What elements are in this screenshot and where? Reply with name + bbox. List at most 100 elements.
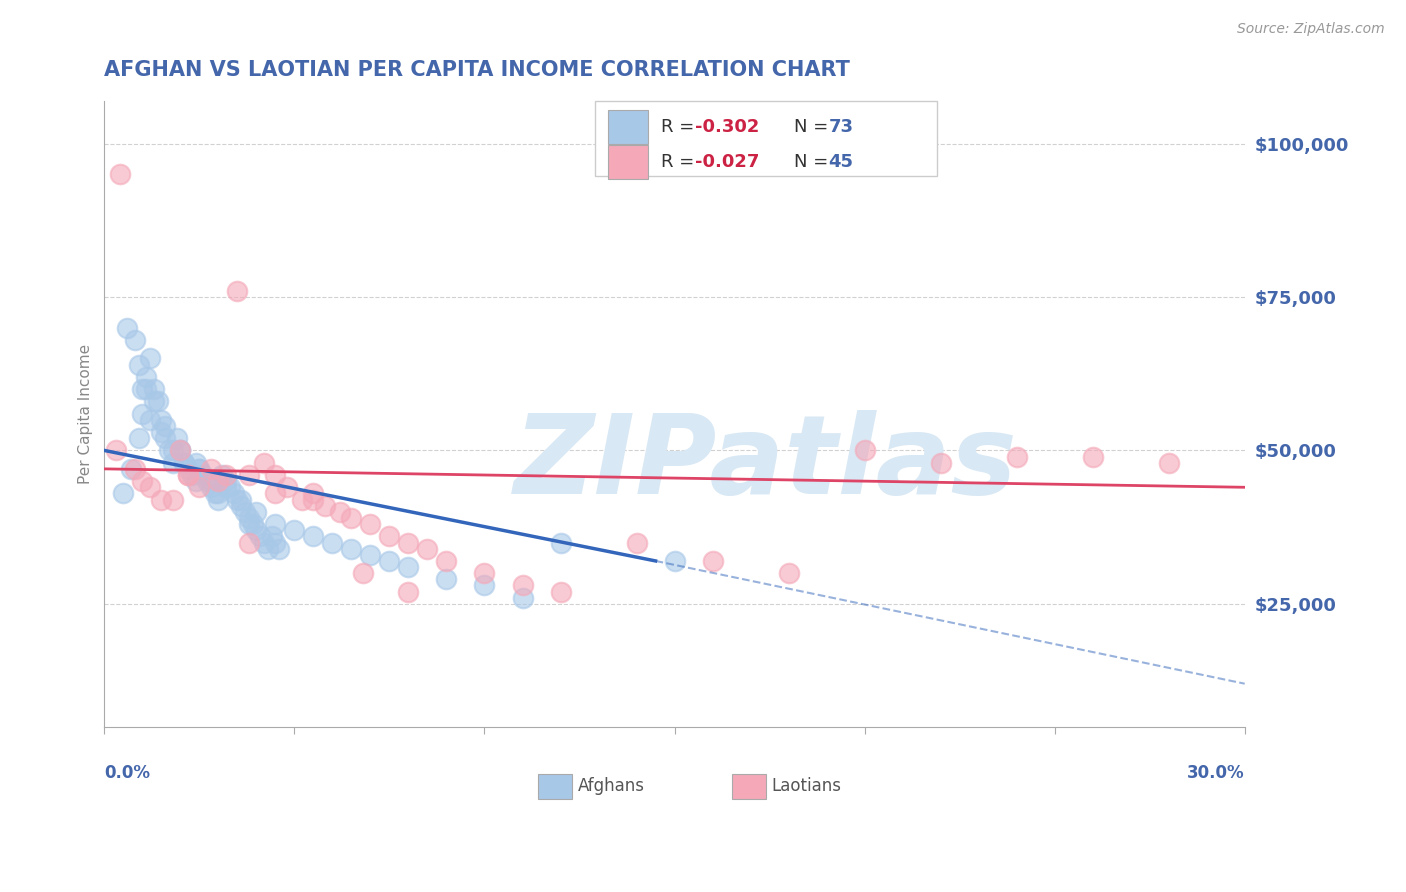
Point — [131, 382, 153, 396]
Text: -0.027: -0.027 — [695, 153, 759, 171]
Point — [550, 535, 572, 549]
Point — [853, 443, 876, 458]
Point — [253, 456, 276, 470]
Point — [135, 382, 157, 396]
Text: ZIPatlas: ZIPatlas — [515, 410, 1018, 517]
Point — [207, 486, 229, 500]
Point — [120, 462, 142, 476]
Point — [112, 486, 135, 500]
Point — [359, 517, 381, 532]
Point — [162, 456, 184, 470]
Point — [215, 474, 238, 488]
Point — [146, 394, 169, 409]
Point — [177, 468, 200, 483]
Point — [226, 492, 249, 507]
Text: N =: N = — [794, 118, 834, 136]
FancyBboxPatch shape — [537, 773, 572, 798]
Point — [177, 462, 200, 476]
Point — [215, 480, 238, 494]
Point — [474, 566, 496, 581]
Point — [139, 351, 162, 366]
Point — [238, 468, 260, 483]
Point — [184, 456, 207, 470]
Point — [169, 443, 191, 458]
Point — [245, 523, 267, 537]
Point — [173, 456, 195, 470]
Point — [778, 566, 800, 581]
Y-axis label: Per Capita Income: Per Capita Income — [79, 343, 93, 483]
Point — [226, 284, 249, 298]
Point — [264, 486, 287, 500]
Point — [253, 535, 276, 549]
Point — [200, 462, 222, 476]
Point — [188, 462, 211, 476]
Point — [162, 443, 184, 458]
Point — [664, 554, 686, 568]
Point — [104, 443, 127, 458]
Point — [245, 505, 267, 519]
Point — [207, 492, 229, 507]
Point — [124, 462, 146, 476]
Point — [291, 492, 314, 507]
Point — [153, 418, 176, 433]
Text: R =: R = — [661, 153, 700, 171]
Point — [1005, 450, 1028, 464]
Point — [184, 474, 207, 488]
Point — [222, 486, 245, 500]
Point — [153, 431, 176, 445]
Point — [157, 443, 180, 458]
Point — [1081, 450, 1104, 464]
FancyBboxPatch shape — [609, 145, 648, 179]
Point — [626, 535, 648, 549]
Point — [352, 566, 374, 581]
Point — [211, 468, 233, 483]
Point — [1157, 456, 1180, 470]
Point — [188, 462, 211, 476]
Point — [550, 584, 572, 599]
Point — [264, 517, 287, 532]
Point — [131, 474, 153, 488]
Text: Source: ZipAtlas.com: Source: ZipAtlas.com — [1237, 22, 1385, 37]
Text: 0.0%: 0.0% — [104, 764, 150, 782]
Text: 45: 45 — [828, 153, 853, 171]
Point — [124, 333, 146, 347]
Point — [200, 480, 222, 494]
Point — [340, 541, 363, 556]
Point — [169, 443, 191, 458]
Point — [193, 468, 215, 483]
Point — [131, 407, 153, 421]
Text: R =: R = — [661, 118, 700, 136]
Point — [249, 529, 271, 543]
Point — [204, 486, 226, 500]
Point — [135, 369, 157, 384]
Point — [180, 468, 202, 483]
Point — [215, 468, 238, 483]
Point — [276, 480, 298, 494]
Point — [302, 492, 325, 507]
FancyBboxPatch shape — [731, 773, 766, 798]
Point — [139, 413, 162, 427]
Point — [108, 167, 131, 181]
Point — [150, 492, 173, 507]
Point — [238, 535, 260, 549]
Point — [150, 413, 173, 427]
Point — [264, 468, 287, 483]
Point — [378, 554, 401, 568]
Point — [242, 517, 264, 532]
Point — [142, 382, 165, 396]
Point — [314, 499, 336, 513]
Point — [302, 486, 325, 500]
Point — [398, 535, 420, 549]
Text: 30.0%: 30.0% — [1187, 764, 1244, 782]
Point — [128, 431, 150, 445]
Text: AFGHAN VS LAOTIAN PER CAPITA INCOME CORRELATION CHART: AFGHAN VS LAOTIAN PER CAPITA INCOME CORR… — [104, 60, 851, 79]
Point — [256, 541, 278, 556]
Point — [321, 535, 343, 549]
Point — [195, 474, 218, 488]
Point — [200, 474, 222, 488]
Point — [359, 548, 381, 562]
Point — [233, 505, 256, 519]
Point — [115, 320, 138, 334]
Point — [207, 474, 229, 488]
Point — [474, 578, 496, 592]
